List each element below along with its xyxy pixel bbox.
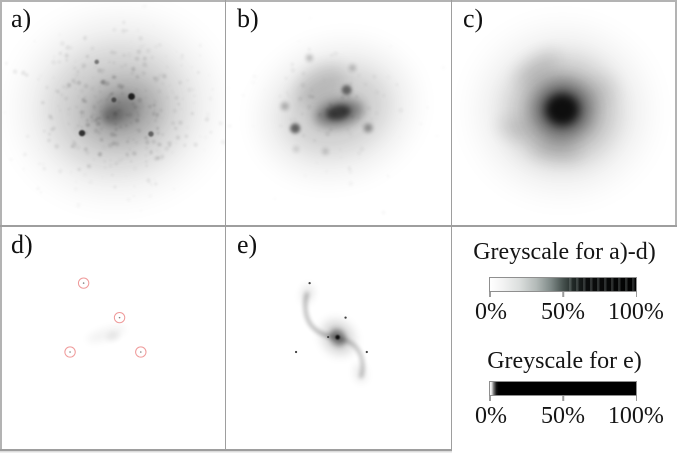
- panel-label-e: e): [237, 230, 258, 259]
- point-source-dot: [308, 281, 311, 285]
- detection-circle-marker: [113, 312, 126, 324]
- colorbar-e-gradient: [489, 381, 637, 396]
- legend-title-a-d: Greyscale for a)-d): [473, 239, 656, 265]
- tick-100: [635, 396, 637, 401]
- tick-0: [489, 292, 491, 297]
- tick-label-0: 0%: [475, 299, 507, 325]
- tick-label-50: 50%: [541, 299, 585, 325]
- model-image-e: [294, 281, 368, 383]
- colorbar-a-d: [489, 277, 637, 297]
- colorbar-e: [489, 381, 637, 401]
- residual-image-d: [64, 277, 147, 358]
- border-right: [675, 0, 677, 226]
- border-top: [0, 0, 677, 2]
- galaxy-image-c: [485, 38, 639, 184]
- detection-circle-marker: [77, 277, 90, 289]
- tick-0: [489, 396, 491, 401]
- panel-e: e): [226, 226, 452, 449]
- tick-label-100: 100%: [607, 403, 664, 429]
- greyscale-legend: Greyscale for a)-d) 0% 50% 100% Greyscal…: [452, 226, 677, 453]
- panel-c: c): [452, 0, 677, 226]
- detection-circle-marker: [135, 346, 147, 358]
- panel-d: d): [0, 226, 226, 449]
- tick-label-0: 0%: [475, 403, 507, 429]
- colorbar-banding: [569, 278, 636, 291]
- panel-b: b): [226, 0, 452, 226]
- panel-label-c: c): [463, 4, 484, 33]
- panel-label-b: b): [237, 4, 259, 33]
- colorbar-e-labels: 0% 50% 100%: [475, 403, 664, 429]
- tick-label-100: 100%: [607, 299, 664, 325]
- row-divider: [0, 225, 677, 227]
- point-source-dot: [344, 316, 347, 319]
- tick-100: [635, 292, 637, 297]
- tick-50: [562, 396, 564, 401]
- panel-a: a): [0, 0, 226, 226]
- column-divider-1: [225, 0, 226, 450]
- legend-title-e: Greyscale for e): [487, 348, 642, 374]
- colorbar-a-d-gradient: [489, 277, 637, 292]
- colorbar-a-d-labels: 0% 50% 100%: [475, 299, 664, 325]
- galaxy-image-a: [3, 20, 226, 197]
- tick-50: [562, 292, 564, 297]
- point-source-dot: [365, 350, 368, 354]
- detection-circle-marker: [64, 346, 76, 358]
- panel-label-a: a): [11, 4, 32, 33]
- column-divider-2: [451, 0, 452, 450]
- tick-label-50: 50%: [541, 403, 585, 429]
- galaxy-image-b: [263, 47, 410, 174]
- panel-label-d: d): [11, 230, 33, 259]
- border-bottom: [0, 449, 452, 451]
- point-source-dot: [294, 350, 298, 354]
